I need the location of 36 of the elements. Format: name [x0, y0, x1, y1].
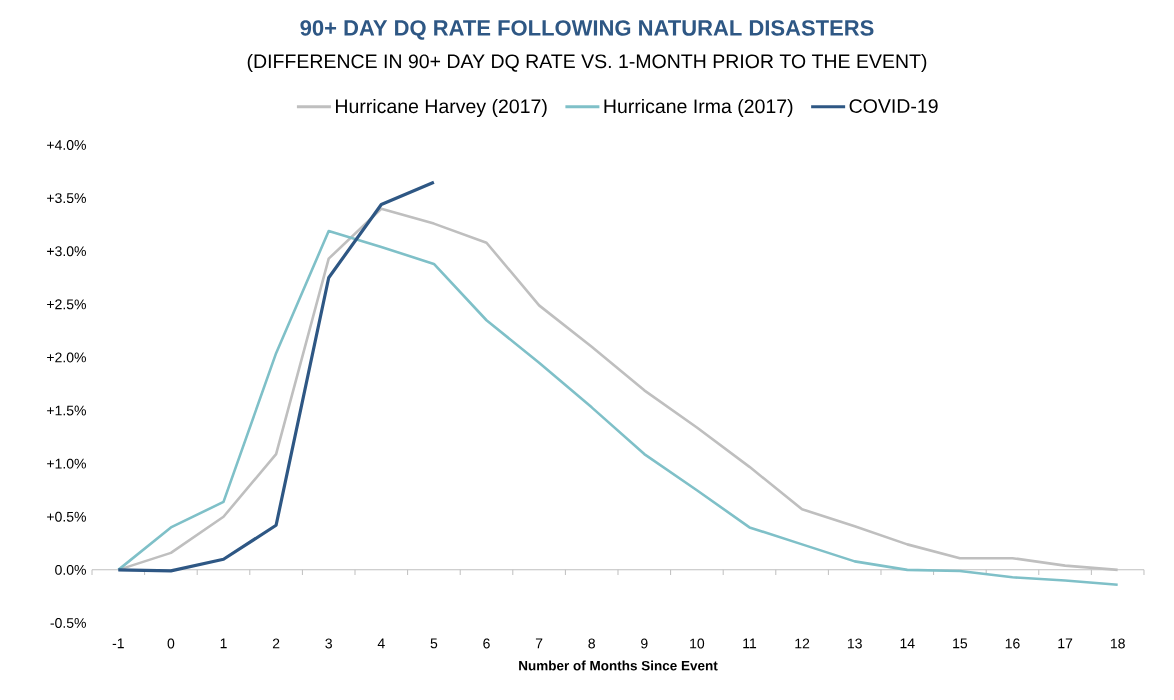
legend-label: Hurricane Irma (2017): [604, 98, 793, 118]
x-tick-label: 16: [1005, 638, 1020, 649]
x-tick-label: 3: [325, 638, 332, 649]
y-tick-label: -0.5%: [50, 618, 86, 628]
x-tick-label: 4: [377, 638, 385, 649]
x-tick-label: 9: [641, 638, 648, 649]
y-tick-label: +1.5%: [47, 405, 86, 416]
chart-subtitle: (DIFFERENCE IN 90+ DAY DQ RATE VS. 1-MONTH PRIOR TO THE EVENT): [247, 53, 927, 73]
x-tick-label: 7: [535, 638, 543, 649]
x-tick-label: 18: [1110, 638, 1125, 649]
x-tick-label: 5: [430, 638, 438, 649]
x-tick-label: 8: [588, 638, 595, 649]
x-tick-label: 13: [847, 638, 862, 649]
x-tick-label: 1: [220, 638, 227, 649]
x-tick-label: 12: [795, 638, 810, 649]
y-tick-label: +1.0%: [47, 458, 86, 469]
chart-title: 90+ DAY DQ RATE FOLLOWING NATURAL DISASTERS: [300, 20, 874, 40]
x-tick-label: 15: [953, 638, 968, 649]
x-tick-label: 14: [900, 638, 915, 649]
y-tick-label: +2.0%: [47, 352, 86, 363]
x-tick-label: 17: [1058, 638, 1073, 649]
y-tick-label: +2.5%: [47, 299, 86, 310]
x-tick-label: 0: [167, 638, 175, 649]
legend-label: Hurricane Harvey (2017): [336, 98, 547, 118]
legend-label: COVID-19: [849, 99, 938, 113]
y-tick-label: 0.0%: [55, 564, 86, 575]
x-tick-label: 10: [690, 638, 705, 649]
x-tick-label: -1: [112, 638, 124, 649]
y-tick-label: +3.0%: [47, 246, 86, 257]
y-tick-label: +0.5%: [47, 511, 86, 522]
x-tick-label: 11: [743, 638, 757, 649]
y-tick-label: +4.0%: [47, 140, 86, 150]
x-tick-label: 2: [272, 638, 280, 649]
x-tick-label: 6: [483, 638, 490, 649]
x-axis-title: Number of Months Since Event: [519, 660, 718, 671]
y-tick-label: +3.5%: [47, 193, 86, 204]
